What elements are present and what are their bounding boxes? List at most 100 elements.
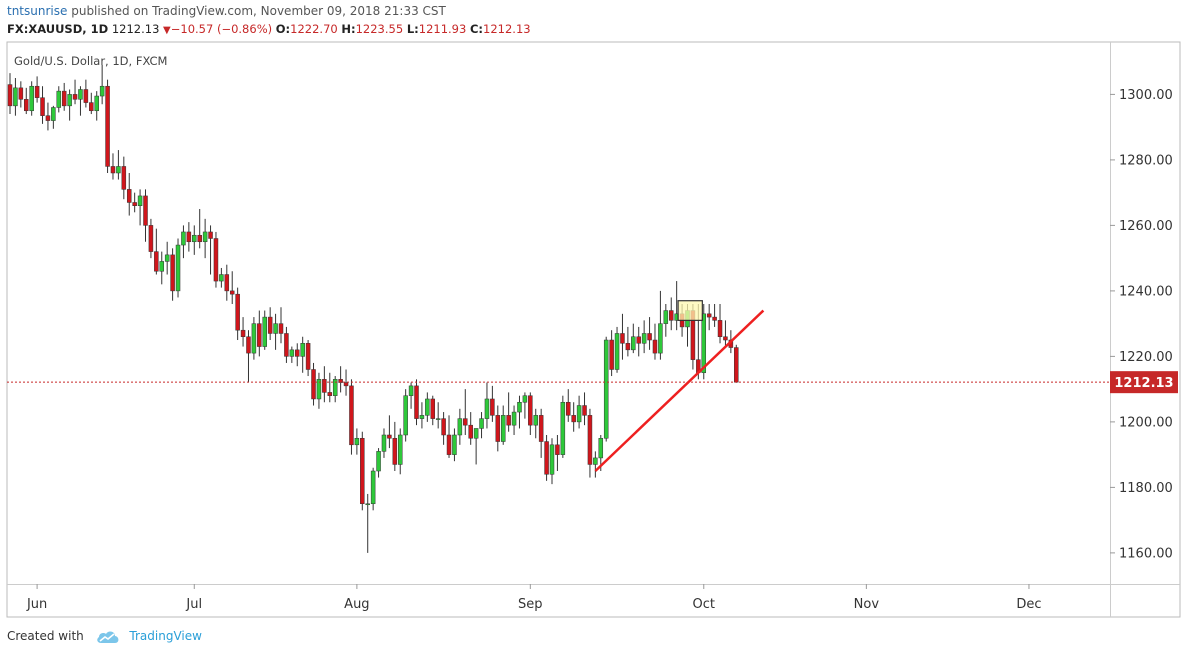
y-tick-label: 1280.00 — [1119, 153, 1173, 168]
low-label: L: — [406, 22, 419, 36]
candle-body-down — [490, 398, 495, 416]
candles — [7, 64, 739, 553]
candle-body-down — [544, 441, 549, 475]
candle-body-up — [365, 503, 370, 506]
candle-body-up — [370, 470, 376, 505]
candle-body-down — [235, 293, 240, 331]
candle-body-up — [560, 401, 566, 455]
candle-body-down — [392, 438, 398, 465]
candle-body-up — [614, 333, 620, 370]
candle-body-up — [701, 313, 707, 374]
candle-body-down — [609, 339, 614, 370]
candle-body-up — [381, 434, 387, 452]
chart-title: Gold/U.S. Dollar, 1D, FXCM — [14, 54, 167, 68]
y-tick-label: 1260.00 — [1119, 219, 1173, 234]
candle-body-down — [34, 85, 40, 98]
candle-body-down — [343, 382, 349, 387]
close-value: 1212.13 — [483, 22, 531, 36]
candle-body-down — [327, 392, 333, 396]
created-with-text: Created with — [7, 629, 84, 643]
candle-body-up — [219, 274, 224, 282]
candle-body-up — [67, 94, 72, 107]
candle-body-up — [262, 316, 267, 347]
candle-body-down — [647, 333, 652, 341]
candle-body-up — [403, 395, 408, 436]
candle-body-down — [186, 231, 192, 243]
candle-body-down — [652, 339, 658, 354]
candle-body-up — [522, 395, 528, 403]
author-link[interactable]: tntsunrise — [7, 4, 68, 18]
candle-body-up — [175, 244, 181, 292]
candle-body-up — [419, 415, 425, 419]
candle-body-down — [197, 234, 202, 243]
candle-body-down — [538, 415, 544, 442]
overlays: 1212.13 — [7, 300, 1178, 472]
candle-body-down — [717, 320, 723, 337]
candle-body-down — [61, 90, 67, 107]
candle-body-down — [208, 231, 213, 239]
last-price: 1212.13 — [111, 22, 160, 36]
candle-body-up — [473, 428, 479, 439]
candle-body-down — [170, 254, 175, 292]
candle-body-up — [94, 95, 99, 112]
candle-body-down — [132, 202, 137, 206]
candle-body-up — [181, 231, 186, 246]
tradingview-link[interactable]: TradingView — [129, 629, 202, 643]
candle-body-up — [603, 339, 609, 439]
last-price-tag — [1110, 371, 1178, 394]
y-axis-ticks: 1300.00 1280.00 1260.00 1240.00 1220.00 1200.… — [1110, 88, 1173, 561]
candle-body-down — [305, 343, 311, 370]
y-tick-label: 1200.00 — [1119, 415, 1173, 430]
candle-body-down — [110, 166, 116, 174]
candle-body-down — [72, 94, 78, 100]
candle-body-up — [408, 385, 414, 396]
y-tick-label: 1300.00 — [1119, 88, 1173, 103]
candle-body-down — [83, 89, 89, 103]
tradingview-cloud-icon — [96, 631, 118, 643]
x-tick-label: Dec — [1016, 597, 1041, 612]
candle-body-down — [734, 347, 739, 383]
candle-body-down — [528, 395, 533, 426]
candle-body-down — [582, 405, 587, 416]
candle-body-up — [159, 261, 165, 272]
symbol-label[interactable]: FX:XAUUSD, 1D — [7, 22, 109, 36]
candle-body-down — [143, 195, 148, 226]
candle-body-up — [517, 401, 522, 413]
candle-body-up — [425, 398, 430, 416]
candle-body-down — [224, 274, 230, 292]
x-tick-label: Sep — [518, 597, 543, 612]
candle-body-down — [229, 290, 235, 295]
candle-body-down — [387, 434, 392, 439]
candle-body-up — [316, 379, 322, 400]
candle-body-up — [164, 254, 170, 262]
candle-body-up — [641, 333, 647, 344]
x-tick-label: Aug — [344, 597, 369, 612]
candle-body-up — [99, 85, 105, 97]
candle-body-up — [300, 343, 305, 357]
candle-body-up — [435, 418, 441, 420]
candle-body-down — [566, 401, 571, 416]
candle-body-up — [452, 434, 457, 455]
candle-body-down — [495, 415, 501, 442]
candle-body-up — [511, 411, 517, 426]
candle-body-up — [593, 457, 598, 465]
candle-body-down — [105, 85, 110, 167]
candle-body-up — [457, 418, 463, 436]
candle-body-down — [7, 84, 13, 107]
candle-body-up — [376, 451, 381, 472]
candle-body-down — [712, 316, 717, 321]
candle-body-down — [668, 310, 674, 321]
candle-body-up — [500, 415, 506, 442]
symbol-info-line: FX:XAUUSD, 1D 1212.13 ▼−10.57 (−0.86%) O… — [7, 22, 531, 36]
candle-body-down — [587, 415, 593, 465]
candle-body-up — [56, 90, 62, 108]
candle-body-down — [24, 99, 29, 112]
candle-body-up — [51, 107, 56, 121]
triangle-down-icon: ▼ — [163, 25, 171, 36]
candle-body-up — [202, 231, 208, 243]
y-tick-label: 1160.00 — [1119, 546, 1173, 561]
candle-body-up — [273, 323, 278, 334]
candle-body-down — [463, 418, 468, 426]
candle-body-down — [295, 349, 300, 357]
